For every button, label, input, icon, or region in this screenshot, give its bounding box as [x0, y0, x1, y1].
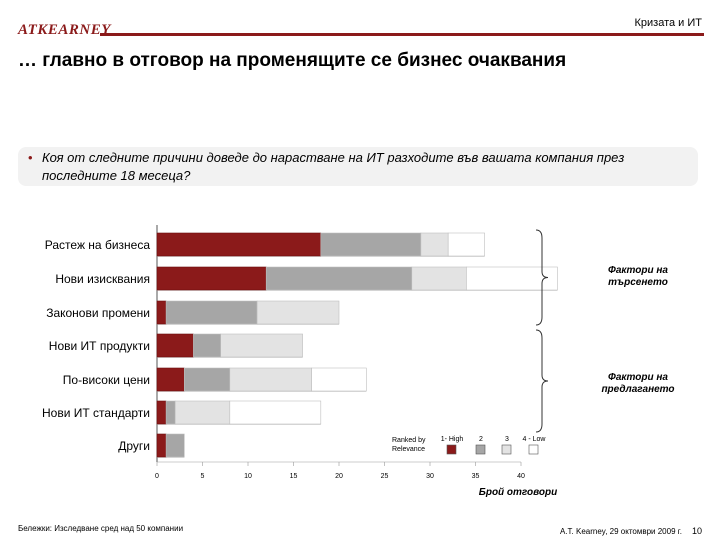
legend-entry-label: 2 — [479, 436, 483, 443]
category-label: Законови промени — [46, 306, 150, 320]
question-box: • Коя от следните причини доведе до нара… — [18, 147, 698, 186]
question-text: Коя от следните причини доведе до нараст… — [42, 150, 625, 183]
x-tick-label: 0 — [155, 473, 159, 480]
x-tick-label: 15 — [290, 473, 298, 480]
bar-segment — [193, 333, 221, 358]
category-label: Растеж на бизнеса — [45, 238, 151, 252]
bar-segment — [256, 300, 340, 325]
footnote: Бележки: Изследване сред над 50 компании — [18, 524, 184, 533]
group-label: Фактори на предлагането — [601, 372, 674, 395]
legend-swatch — [528, 444, 539, 455]
x-tick-label: 10 — [244, 473, 252, 480]
x-axis-label: Брой отговори — [479, 487, 558, 498]
bar-segment — [156, 232, 322, 257]
x-tick-label: 5 — [201, 473, 205, 480]
bar-segment — [229, 367, 313, 392]
bar-segment — [165, 300, 258, 325]
bar-segment — [165, 433, 185, 458]
bar-segment — [156, 433, 167, 458]
category-label: Нови ИТ стандарти — [42, 406, 150, 420]
bar-segment — [156, 400, 167, 425]
legend-swatch — [501, 444, 512, 455]
bar-segment — [411, 266, 467, 291]
x-tick-label: 40 — [517, 473, 525, 480]
bar-segment — [220, 333, 303, 358]
section-label: Кризата и ИТ — [634, 17, 702, 29]
header-rule — [100, 33, 704, 36]
category-label: По-високи цени — [63, 373, 150, 387]
bar-segment — [156, 266, 267, 291]
x-tick-label: 30 — [426, 473, 434, 480]
group-brace — [535, 329, 549, 433]
page-title: … главно в отговор на променящите се биз… — [18, 50, 567, 71]
bar-segment — [311, 367, 367, 392]
bar-segment — [156, 333, 194, 358]
bar-segment — [466, 266, 558, 291]
bar-segment — [156, 300, 167, 325]
category-label: Нови ИТ продукти — [49, 339, 150, 353]
legend-entry-label: 3 — [505, 436, 509, 443]
bullet-icon: • — [28, 150, 33, 165]
page-number: 10 — [692, 526, 703, 536]
x-tick-label: 25 — [381, 473, 389, 480]
source-note: A.T. Kearney, 29 октомври 2009 г. — [560, 527, 682, 536]
bar-segment — [184, 367, 231, 392]
x-tick-label: 35 — [472, 473, 480, 480]
bar-segment — [320, 232, 422, 257]
category-label: Други — [118, 439, 150, 453]
group-brace — [535, 229, 549, 326]
x-tick-label: 20 — [335, 473, 343, 480]
legend-entry-label: 1- High — [441, 436, 464, 443]
bar-segment — [229, 400, 322, 425]
legend-entry-label: 4 - Low — [523, 436, 547, 443]
bar-segment — [420, 232, 449, 257]
legend-title: Ranked by Relevance — [392, 437, 426, 453]
category-label: Нови изисквания — [55, 272, 150, 286]
bar-segment — [165, 400, 176, 425]
bar-segment — [447, 232, 485, 257]
bar-segment — [265, 266, 413, 291]
bar-segment — [174, 400, 231, 425]
group-label: Фактори на търсенето — [608, 265, 668, 288]
legend-swatch — [446, 444, 457, 455]
legend-swatch — [475, 444, 486, 455]
bar-segment — [156, 367, 185, 392]
company-logo: ATKEARNEY — [18, 22, 111, 38]
